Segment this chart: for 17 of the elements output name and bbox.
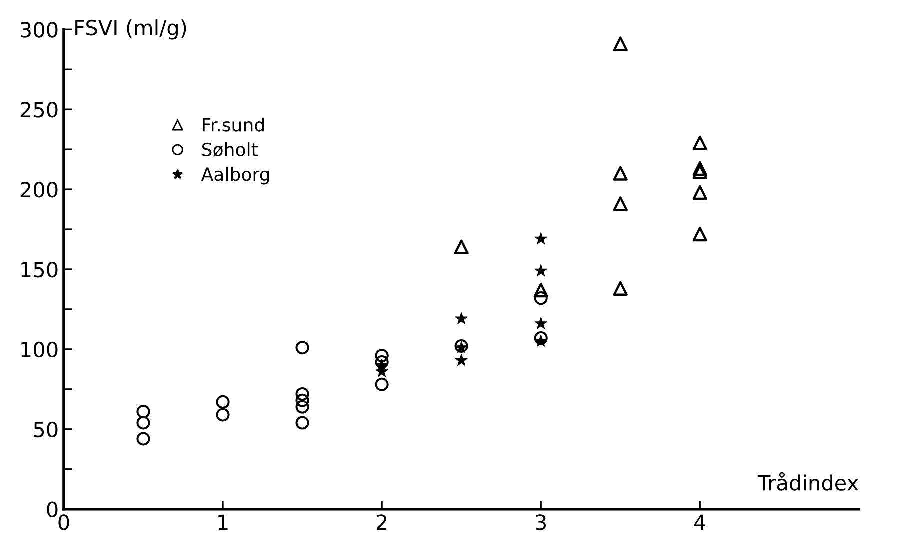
legend-label: Søholt [202, 142, 258, 158]
y-tick-label: 250 [20, 102, 58, 118]
x-tick-label: 3 [536, 514, 546, 530]
y-tick-label: 300 [20, 22, 58, 38]
y-tick-label: 50 [34, 422, 58, 438]
y-tick-label: 150 [22, 262, 58, 278]
legend-label: Fr.sund [203, 118, 264, 132]
x-tick-label: 0 [58, 514, 70, 530]
y-tick-label: 0 [47, 502, 58, 518]
legend-label: Aalborg [201, 167, 270, 185]
y-axis-title: FSVI (ml/g) [76, 20, 186, 40]
y-tick-label: 200 [20, 182, 58, 198]
x-tick-label: 2 [376, 514, 387, 530]
x-tick-label: 1 [218, 514, 228, 530]
x-axis-title: Trådindex [758, 472, 858, 491]
x-tick-label: 4 [694, 514, 706, 530]
y-tick-label: 100 [22, 342, 58, 358]
